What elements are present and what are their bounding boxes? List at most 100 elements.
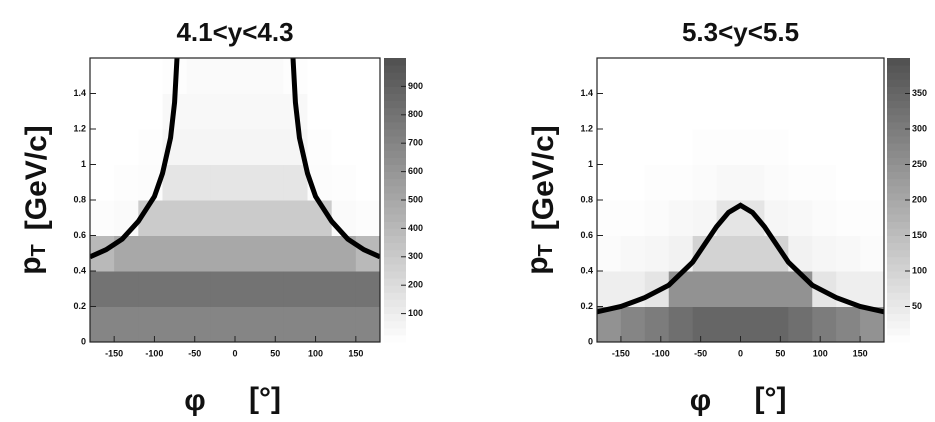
- colorbar-step: [887, 58, 910, 66]
- heat-cell: [644, 200, 670, 236]
- chart-title: 5.3<y<5.5: [682, 17, 799, 47]
- heat-cell: [331, 200, 357, 236]
- panel: -150 -100 -50 0 50 100 150 0 0.2 0.4 0.6 0.8 1 1.2 1.4…: [521, 17, 927, 417]
- heat-cell: [138, 271, 163, 307]
- heat-cell: [740, 306, 765, 343]
- colorbar-step: [887, 65, 910, 73]
- heat-cell: [668, 306, 694, 343]
- heat-cell: [836, 164, 861, 201]
- z-tick-label: 150: [912, 230, 927, 240]
- heat-cell: [162, 271, 188, 307]
- y-axis-label: pT [GeV/c]: [14, 125, 53, 275]
- heat-cell: [138, 306, 163, 343]
- heat-cell: [597, 93, 622, 130]
- colorbar-step: [887, 192, 910, 201]
- x-axis-unit: [°]: [249, 382, 281, 415]
- heat-cell: [235, 235, 260, 272]
- heat-cell: [235, 200, 260, 236]
- heat-cell: [740, 164, 765, 201]
- heat-cell: [307, 93, 333, 130]
- colorbar-step: [887, 136, 910, 144]
- colorbar-step: [887, 242, 910, 251]
- x-tick-label: -100: [145, 348, 163, 358]
- heat-cell: [114, 271, 139, 307]
- z-tick-label: 100: [408, 308, 423, 318]
- heat-cell: [331, 306, 357, 343]
- chart-title: 4.1<y<4.3: [176, 17, 293, 47]
- heat-cell: [210, 306, 236, 343]
- colorbar-step: [384, 114, 406, 123]
- heat-cell: [210, 58, 236, 94]
- colorbar-step: [887, 164, 910, 173]
- heat-cell: [186, 235, 212, 272]
- heat-cell: [668, 93, 694, 130]
- heat-cell: [716, 164, 741, 201]
- colorbar-step: [887, 278, 910, 286]
- heat-cell: [644, 93, 670, 130]
- heat-cell: [597, 271, 622, 307]
- heat-cell: [259, 271, 284, 307]
- colorbar-step: [384, 171, 406, 180]
- heat-cell: [355, 271, 381, 307]
- heat-cell: [692, 58, 718, 94]
- z-tick-label: 200: [912, 194, 927, 204]
- heat-cell: [836, 306, 861, 343]
- heat-cell: [186, 306, 212, 343]
- colorbar-step: [384, 285, 406, 293]
- heat-cell: [331, 271, 357, 307]
- colorbar-step: [887, 285, 910, 293]
- colorbar-step: [887, 157, 910, 165]
- heat-cell: [355, 93, 381, 130]
- colorbar-step: [887, 200, 910, 208]
- heat-cell: [114, 200, 139, 236]
- heat-cell: [836, 129, 861, 165]
- y-tick-label: 0.6: [73, 230, 86, 240]
- colorbar-step: [384, 143, 406, 151]
- y-tick-label: 0.6: [580, 230, 593, 240]
- colorbar-step: [887, 320, 910, 329]
- colorbar-step: [384, 136, 406, 144]
- colorbar-step: [384, 263, 406, 272]
- heat-cell: [331, 58, 357, 94]
- heat-cell: [716, 306, 741, 343]
- heat-cell: [836, 58, 861, 94]
- y-axis-unit: [GeV/c]: [527, 125, 560, 230]
- heat-cell: [860, 200, 885, 236]
- heat-cell: [355, 58, 381, 94]
- colorbar-step: [887, 121, 910, 130]
- z-tick-label: 900: [408, 81, 423, 91]
- heat-cell: [210, 200, 236, 236]
- heat-cell: [307, 306, 333, 343]
- heat-cell: [692, 306, 718, 343]
- heat-cell: [836, 200, 861, 236]
- colorbar-step: [384, 192, 406, 201]
- heat-cell: [90, 164, 115, 201]
- y-tick-label: 0.8: [580, 194, 593, 204]
- colorbar-step: [384, 334, 406, 343]
- heat-cell: [812, 164, 837, 201]
- heat-cell: [259, 200, 284, 236]
- y-tick-label: 1.2: [580, 123, 593, 133]
- heat-cell: [716, 235, 741, 272]
- z-tick-label: 100: [912, 265, 927, 275]
- colorbar-step: [384, 327, 406, 336]
- heat-cell: [355, 164, 381, 201]
- heat-cell: [259, 235, 284, 272]
- heat-cell: [668, 200, 694, 236]
- heat-cell: [812, 306, 837, 343]
- colorbar-step: [384, 320, 406, 329]
- x-tick-label: -100: [652, 348, 670, 358]
- heat-cell: [283, 271, 308, 307]
- x-tick-label: -50: [188, 348, 201, 358]
- colorbar-step: [887, 79, 910, 87]
- colorbar-step: [887, 100, 910, 109]
- panel: -150 -100 -50 0 50 100 150 0 0.2 0.4 0.6 0.8 1 1.2 1.4…: [14, 17, 423, 417]
- colorbar-step: [384, 65, 406, 73]
- heat-cell: [307, 271, 333, 307]
- heat-cell: [235, 129, 260, 165]
- heat-cell: [186, 271, 212, 307]
- heat-cell: [620, 58, 646, 94]
- colorbar-step: [887, 129, 910, 137]
- heat-cell: [860, 271, 885, 307]
- heat-cell: [836, 235, 861, 272]
